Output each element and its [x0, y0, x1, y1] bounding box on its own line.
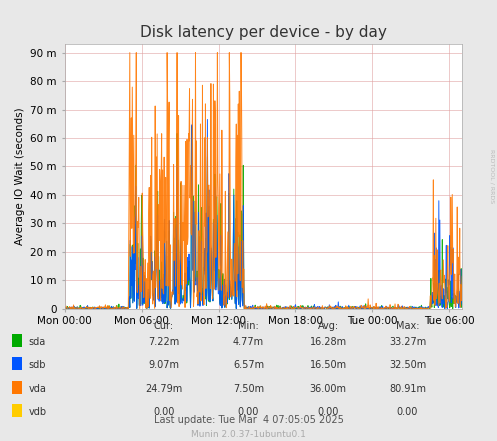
Text: 16.28m: 16.28m — [310, 337, 346, 347]
Text: vdb: vdb — [29, 407, 47, 417]
Text: vda: vda — [29, 384, 47, 393]
Text: 0.00: 0.00 — [317, 407, 339, 417]
Text: sdb: sdb — [29, 360, 46, 370]
Text: 33.27m: 33.27m — [389, 337, 426, 347]
Text: 0.00: 0.00 — [397, 407, 418, 417]
Text: 24.79m: 24.79m — [146, 384, 182, 393]
Text: Avg:: Avg: — [318, 321, 338, 331]
Text: 6.57m: 6.57m — [233, 360, 264, 370]
Text: 32.50m: 32.50m — [389, 360, 426, 370]
Text: 7.50m: 7.50m — [233, 384, 264, 393]
Text: Max:: Max: — [396, 321, 419, 331]
Text: sda: sda — [29, 337, 46, 347]
Text: 4.77m: 4.77m — [233, 337, 264, 347]
Text: RRDTOOL / RRDS: RRDTOOL / RRDS — [490, 149, 495, 203]
Text: 16.50m: 16.50m — [310, 360, 346, 370]
Text: Last update: Tue Mar  4 07:05:05 2025: Last update: Tue Mar 4 07:05:05 2025 — [154, 415, 343, 426]
Text: 9.07m: 9.07m — [149, 360, 179, 370]
Text: Munin 2.0.37-1ubuntu0.1: Munin 2.0.37-1ubuntu0.1 — [191, 430, 306, 439]
Title: Disk latency per device - by day: Disk latency per device - by day — [140, 25, 387, 40]
Text: 36.00m: 36.00m — [310, 384, 346, 393]
Text: Cur:: Cur: — [154, 321, 174, 331]
Text: 7.22m: 7.22m — [149, 337, 179, 347]
Y-axis label: Average IO Wait (seconds): Average IO Wait (seconds) — [15, 108, 25, 245]
Text: 80.91m: 80.91m — [389, 384, 426, 393]
Text: 0.00: 0.00 — [153, 407, 175, 417]
Text: 0.00: 0.00 — [238, 407, 259, 417]
Text: Min:: Min: — [238, 321, 259, 331]
